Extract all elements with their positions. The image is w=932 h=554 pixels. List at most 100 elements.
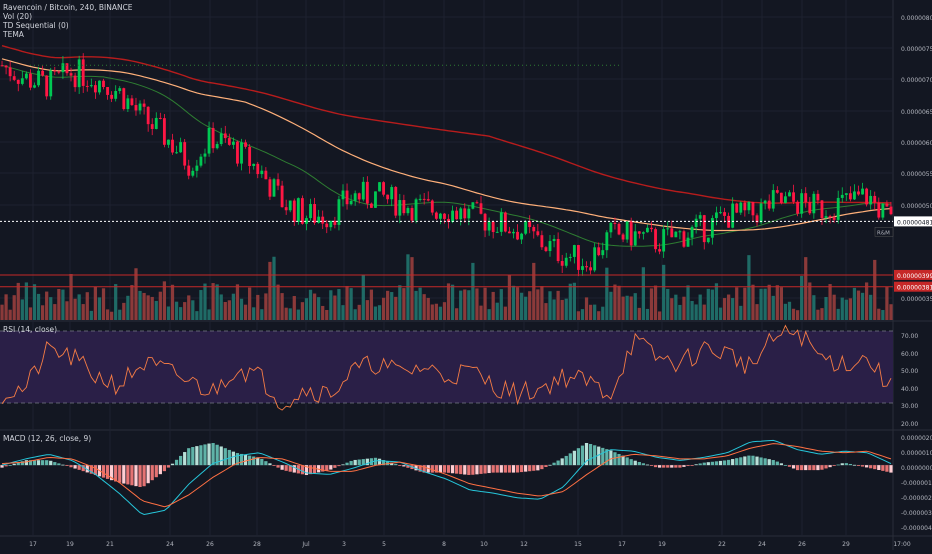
- macd-histogram-bar: [455, 465, 459, 474]
- td-sequential-legend[interactable]: TD Sequential (0): [3, 21, 69, 30]
- candle-body: [37, 70, 40, 86]
- volume-bar: [195, 311, 199, 320]
- macd-histogram-bar: [130, 465, 134, 486]
- rsi-tick-label: 50.00: [901, 368, 918, 375]
- rsi-tick-label: 70.00: [901, 333, 918, 340]
- candle-body: [483, 213, 487, 231]
- volume-bar: [649, 288, 654, 320]
- rsi-band: [0, 331, 893, 403]
- tema-legend[interactable]: TEMA: [3, 30, 24, 39]
- macd-histogram-bar: [333, 465, 337, 468]
- candle-body: [455, 210, 459, 220]
- volume-bar: [300, 302, 305, 320]
- volume-bar: [511, 285, 516, 320]
- volume-bar: [81, 304, 85, 320]
- volume-bar: [572, 282, 576, 320]
- macd-histogram-bar: [166, 465, 171, 468]
- candle-body: [658, 249, 662, 252]
- macd-histogram-bar: [519, 465, 524, 473]
- time-tick-label: 19: [658, 541, 666, 548]
- volume-bar: [4, 294, 8, 320]
- candle-body: [341, 190, 345, 200]
- volume-bar: [800, 275, 804, 320]
- candle-body: [369, 203, 373, 208]
- volume-bar: [28, 307, 33, 320]
- volume-bar: [710, 289, 714, 320]
- volume-bar: [20, 299, 24, 320]
- candle-body: [353, 193, 357, 201]
- candle-body: [865, 188, 869, 205]
- volume-legend[interactable]: Vol (20): [3, 12, 33, 21]
- price-tag-label: 0.00000481: [897, 219, 932, 226]
- candle-body: [800, 193, 804, 214]
- macd-tick-label: 0.0000020: [901, 435, 932, 442]
- candle-body: [57, 71, 61, 73]
- time-tick-label: 17: [618, 541, 626, 548]
- candle-body: [706, 237, 710, 243]
- candle-body: [256, 163, 260, 175]
- volume-bar: [722, 298, 727, 320]
- macd-histogram-bar: [69, 465, 73, 468]
- macd-histogram-bar: [308, 465, 313, 475]
- volume-bar: [410, 257, 414, 320]
- candles: [0, 53, 893, 277]
- candle-body: [179, 142, 183, 153]
- candle-body: [796, 201, 800, 214]
- macd-histogram-bar: [877, 465, 881, 471]
- macd-histogram-bar: [779, 463, 783, 466]
- volume-bar: [873, 259, 877, 320]
- macd-histogram-bar: [686, 465, 690, 467]
- candle-body: [53, 70, 57, 72]
- rsi-tick-label: 60.00: [901, 351, 918, 358]
- price-tick-label: 0.00000350: [901, 296, 932, 303]
- candle-body: [102, 80, 105, 88]
- volume-bar: [442, 302, 447, 320]
- candle-body: [65, 63, 69, 74]
- volume-bar: [739, 305, 743, 320]
- candle-body: [223, 133, 227, 139]
- macd-histogram-bar: [341, 464, 345, 466]
- macd-title[interactable]: MACD (12, 26, close, 9): [3, 434, 92, 443]
- volume-bar: [49, 297, 53, 320]
- volume-bar: [568, 283, 572, 320]
- macd-histogram-bar: [89, 465, 93, 474]
- candle-body: [191, 170, 195, 176]
- volume-bar: [0, 304, 4, 320]
- volume-bar: [118, 309, 122, 320]
- volume-bar: [69, 273, 73, 320]
- macd-histogram-bar: [142, 465, 146, 487]
- macd-histogram-bar: [613, 452, 617, 466]
- volume-bar: [243, 304, 248, 320]
- candle-body: [280, 185, 284, 208]
- macd-histogram-bar: [0, 465, 4, 468]
- macd-histogram-bar: [446, 465, 451, 473]
- volume-bar: [804, 257, 808, 320]
- rsi-title[interactable]: RSI (14, close): [3, 325, 58, 334]
- volume-bar: [357, 304, 361, 320]
- macd-histogram-bar: [633, 460, 637, 466]
- candle-body: [292, 200, 296, 222]
- macd-histogram-bar: [820, 465, 824, 470]
- macd-histogram-bar: [682, 465, 686, 467]
- candle-body: [386, 194, 390, 200]
- macd-histogram-bar: [828, 465, 832, 468]
- candle-body: [572, 245, 576, 257]
- volume-bar: [532, 262, 536, 320]
- candle-body: [885, 203, 889, 207]
- macd-histogram-bar: [325, 465, 329, 471]
- macd-histogram-bar: [852, 464, 857, 466]
- volume-bar: [483, 287, 487, 320]
- candle-body: [536, 231, 540, 236]
- macd-histogram-bar: [49, 460, 53, 466]
- macd-histogram-bar: [174, 459, 179, 466]
- macd-histogram-bar: [292, 465, 296, 473]
- candle-body: [146, 106, 150, 125]
- candle-body: [451, 210, 455, 222]
- macd-histogram-bar: [889, 465, 893, 473]
- volume-bar: [467, 290, 471, 320]
- macd-histogram-bar: [406, 465, 410, 468]
